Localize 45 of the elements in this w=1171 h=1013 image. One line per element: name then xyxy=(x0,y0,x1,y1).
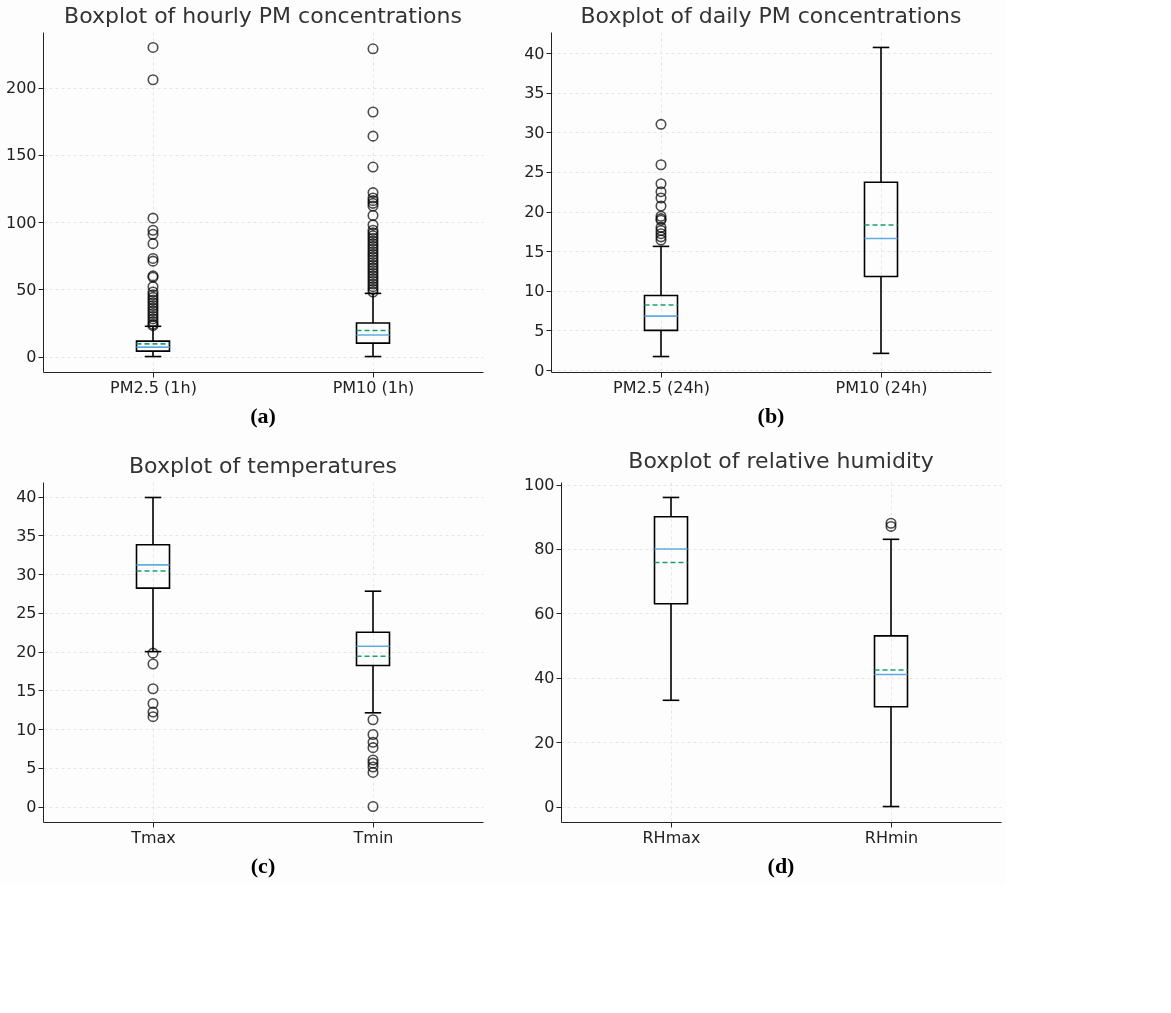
y-tick-label: 40 xyxy=(524,43,545,63)
y-tick-label: 25 xyxy=(524,162,545,182)
y-tick-label: 20 xyxy=(534,732,555,752)
y-tick-label: 30 xyxy=(16,564,37,584)
x-tick-label: Tmax xyxy=(130,827,176,847)
text: (a) xyxy=(250,403,276,428)
y-tick-label: 15 xyxy=(16,680,37,700)
chart-title: Boxplot of temperatures xyxy=(129,453,397,478)
y-tick-label: 0 xyxy=(544,797,555,817)
y-tick-label: 35 xyxy=(16,525,37,545)
y-tick-label: 0 xyxy=(26,797,37,817)
y-tick-label: 10 xyxy=(16,719,37,739)
text: (d) xyxy=(767,853,795,878)
y-tick-label: 5 xyxy=(534,320,545,340)
x-tick-label: PM2.5 (1h) xyxy=(110,377,197,397)
chart-title: Boxplot of relative humidity xyxy=(628,447,934,473)
y-tick-label: 0 xyxy=(534,360,545,380)
x-tick-label: RHmax xyxy=(642,827,701,847)
y-tick-label: 15 xyxy=(524,241,545,261)
y-tick-label: 20 xyxy=(16,642,37,662)
x-tick-label: PM2.5 (24h) xyxy=(613,377,710,397)
y-tick-label: 80 xyxy=(534,539,555,559)
x-tick-label: PM10 (24h) xyxy=(835,377,928,397)
y-tick-label: 20 xyxy=(524,202,545,222)
text: (b) xyxy=(757,403,785,428)
y-tick-label: 50 xyxy=(16,279,37,299)
text: (c) xyxy=(250,853,276,878)
y-tick-label: 25 xyxy=(16,603,37,623)
y-tick-label: 10 xyxy=(524,281,545,301)
y-tick-label: 60 xyxy=(534,603,555,623)
y-tick-label: 30 xyxy=(524,122,545,142)
y-tick-label: 5 xyxy=(26,758,37,778)
y-tick-label: 40 xyxy=(534,668,555,688)
y-tick-label: 200 xyxy=(5,78,37,98)
y-tick-label: 0 xyxy=(26,347,37,367)
chart-title: Boxplot of daily PM concentrations xyxy=(580,3,962,28)
x-tick-label: RHmin xyxy=(864,827,919,847)
y-tick-label: 100 xyxy=(523,475,555,495)
y-tick-label: 150 xyxy=(5,145,37,165)
y-tick-label: 100 xyxy=(5,212,37,232)
x-tick-label: Tmin xyxy=(352,827,394,847)
x-tick-label: PM10 (1h) xyxy=(332,377,415,397)
chart-title: Boxplot of hourly PM concentrations xyxy=(64,3,462,28)
y-tick-label: 35 xyxy=(524,83,545,103)
y-tick-label: 40 xyxy=(16,487,37,507)
